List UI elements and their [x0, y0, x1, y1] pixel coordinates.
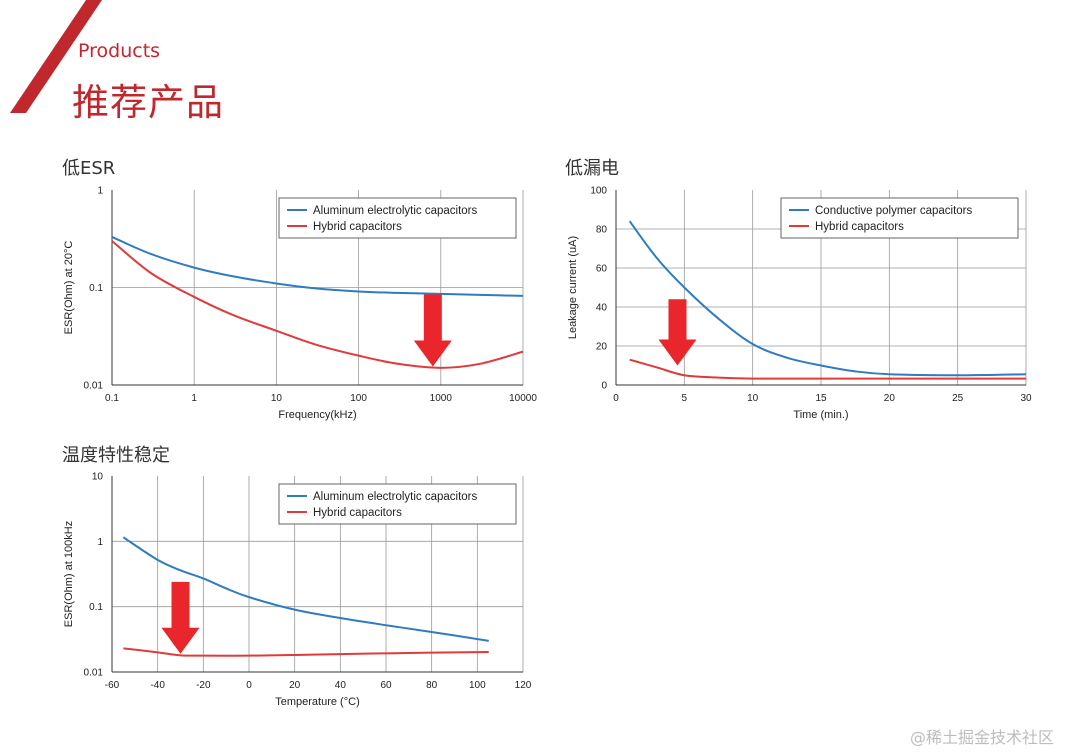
temperature-series-blue-line: [122, 536, 489, 642]
leakage-y-axis-label: Leakage current (uA): [567, 236, 579, 339]
temperature-series-red-line: [123, 647, 489, 657]
leakage-y-tick-label: 0: [601, 381, 607, 392]
leakage-y-tick-label: 60: [596, 264, 608, 275]
temperature-legend-label: Aluminum electrolytic capacitors: [313, 491, 478, 503]
temperature-x-tick-label: 80: [426, 680, 438, 691]
esr-series-blue-line: [111, 236, 524, 297]
temperature-x-tick-label: 100: [469, 680, 486, 691]
leakage-down-arrow: [658, 299, 697, 366]
temperature-x-axis-label: Temperature (°C): [275, 696, 359, 708]
section-title-esr: 低ESR: [62, 158, 116, 179]
temperature-x-tick-label: 40: [335, 680, 347, 691]
esr-series-red-line: [111, 240, 524, 369]
header-slash-decoration: [10, 0, 102, 113]
temperature-y-tick-label: 0.1: [89, 602, 103, 613]
esr-chart-group: 0.1 1 10 100 1000 100000.010.11Frequency(kHz)…: [63, 186, 537, 422]
leakage-y-tick-label: 40: [596, 303, 608, 314]
esr-legend-label: Hybrid capacitors: [313, 221, 402, 233]
leakage-y-tick-label: 80: [596, 225, 608, 236]
esr-x-tick-label: 10: [271, 393, 283, 404]
esr-down-arrow: [413, 294, 452, 367]
temperature-y-tick-label: 10: [92, 472, 104, 483]
temperature-x-tick-label: -40: [150, 680, 165, 691]
temperature-x-tick-label: 0: [246, 680, 252, 691]
leakage-x-tick-label: 20: [884, 393, 896, 404]
temperature-y-tick-label: 1: [97, 537, 103, 548]
esr-legend-box: [278, 197, 517, 239]
temperature-chart-group: -60 -40 -20 0 20 40 60 80 100 120 0.01 0.1 1 10 Temper…: [63, 472, 532, 709]
esr-legend-label: Aluminum electrolytic capacitors: [313, 205, 478, 217]
temperature-y-tick-label: 0.01: [84, 668, 104, 679]
temperature-down-arrow: [161, 581, 200, 654]
esr-y-tick-label: 1: [97, 186, 103, 197]
leakage-x-tick-label: 25: [952, 393, 964, 404]
leakage-legend-label: Conductive polymer capacitors: [815, 205, 972, 217]
temperature-legend-label: Hybrid capacitors: [313, 507, 402, 519]
temperature-x-tick-label: -20: [196, 680, 211, 691]
leakage-x-tick-label: 10: [747, 393, 759, 404]
leakage-x-axis-label: Time (min.): [793, 409, 848, 421]
section-title-leakage: 低漏电: [565, 158, 619, 179]
leakage-series-red-line: [629, 358, 1026, 380]
esr-x-tick-label: 10000: [509, 393, 537, 404]
temperature-x-tick-label: 60: [380, 680, 392, 691]
leakage-x-tick-label: 5: [682, 393, 688, 404]
page-title: 推荐产品: [72, 81, 224, 124]
header-subtitle: Products: [78, 40, 161, 62]
leakage-legend-box: [780, 197, 1019, 239]
esr-x-tick-label: 1000: [430, 393, 453, 404]
leakage-y-tick-label: 20: [596, 342, 608, 353]
leakage-x-tick-label: 0: [613, 393, 619, 404]
esr-y-tick-label: 0.1: [89, 283, 103, 294]
esr-y-tick-label: 0.01: [84, 381, 104, 392]
leakage-y-tick-label: 100: [590, 186, 607, 197]
esr-y-axis-label: ESR(Ohm) at 20°C: [63, 241, 75, 335]
leakage-x-tick-label: 30: [1020, 393, 1032, 404]
temperature-x-tick-label: -60: [105, 680, 120, 691]
esr-x-tick-label: 1: [191, 393, 197, 404]
leakage-series-blue-line: [628, 220, 1027, 377]
esr-x-tick-label: 0.1: [105, 393, 119, 404]
watermark: @稀土掘金技术社区: [909, 728, 1054, 747]
leakage-chart-group: 0 5 10 15 20 25 30 0 20 40 60 80 100 Time (min.) Leaka…: [567, 186, 1032, 422]
temperature-y-axis-label: ESR(Ohm) at 100kHz: [63, 521, 75, 627]
temperature-x-tick-label: 120: [515, 680, 532, 691]
temperature-x-tick-label: 20: [289, 680, 301, 691]
temperature-legend-box: [278, 483, 517, 525]
esr-x-axis-label: Frequency(kHz): [278, 409, 356, 421]
section-title-temperature: 温度特性稳定: [62, 445, 170, 466]
esr-x-tick-label: 100: [350, 393, 367, 404]
leakage-legend-label: Hybrid capacitors: [815, 221, 904, 233]
leakage-x-tick-label: 15: [815, 393, 827, 404]
